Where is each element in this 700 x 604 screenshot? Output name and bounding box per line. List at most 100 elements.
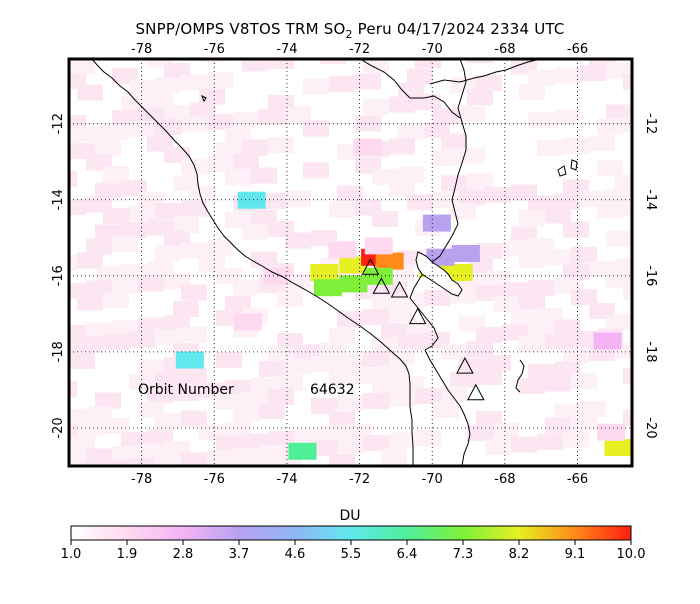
lat-tick-label-left: -18 bbox=[51, 341, 66, 362]
colorbar-tick-label: 7.3 bbox=[453, 547, 474, 562]
so2-pixel-background bbox=[155, 413, 181, 429]
so2-pixel-background bbox=[103, 418, 129, 434]
lat-tick-label-left: -14 bbox=[51, 189, 66, 210]
lon-tick-label-bottom: -68 bbox=[494, 472, 515, 487]
so2-pixel-background bbox=[563, 137, 589, 154]
so2-pixel bbox=[444, 264, 473, 282]
so2-pixel-background bbox=[415, 94, 441, 110]
so2-pixel-background bbox=[181, 452, 207, 466]
colorbar-tick-label: 2.8 bbox=[173, 547, 194, 562]
so2-pixel-background bbox=[363, 393, 389, 409]
lat-tick-label-right: -12 bbox=[643, 113, 658, 134]
so2-pixel-background bbox=[320, 59, 346, 64]
so2-pixel-background bbox=[519, 378, 545, 394]
colorbar-tick-label: 10.0 bbox=[617, 547, 646, 562]
so2-pixel-background bbox=[554, 109, 580, 126]
so2-pixel-background bbox=[597, 160, 623, 177]
border-chile-bolivia bbox=[424, 349, 471, 466]
so2-pixel-background bbox=[329, 454, 355, 466]
so2-pixel-background bbox=[173, 301, 199, 317]
so2-pixel-background bbox=[77, 420, 103, 437]
small-lake-2 bbox=[570, 159, 578, 171]
so2-pixel-background bbox=[433, 402, 459, 418]
so2-pixel-background bbox=[242, 223, 268, 240]
so2-pixel-background bbox=[233, 153, 259, 170]
volcano-triangle-icon bbox=[372, 277, 391, 294]
so2-pixel-background bbox=[355, 73, 381, 90]
so2-pixel-background bbox=[329, 370, 355, 386]
volcano-triangle-icon bbox=[408, 307, 427, 325]
so2-pixel-background bbox=[485, 439, 511, 455]
so2-pixel-background bbox=[259, 445, 285, 461]
so2-pixel-background bbox=[563, 221, 589, 238]
lon-tick-label-top: -76 bbox=[204, 42, 225, 57]
orbit-label: Orbit Number bbox=[138, 382, 234, 398]
colorbar-tick-label: 4.6 bbox=[285, 547, 306, 562]
so2-pixel-background bbox=[268, 389, 294, 405]
so2-pixel-background bbox=[69, 381, 77, 397]
so2-pixel bbox=[426, 248, 455, 266]
so2-pixel-background bbox=[251, 461, 277, 466]
so2-pixel-background bbox=[363, 59, 389, 73]
so2-pixel-background bbox=[545, 333, 571, 350]
volcano-triangle-icon bbox=[361, 258, 380, 275]
so2-pixel-background bbox=[69, 59, 95, 75]
so2-pixel-background bbox=[95, 140, 121, 157]
so2-pixel-background bbox=[398, 334, 424, 351]
colorbar-tick-label: 6.4 bbox=[397, 547, 418, 562]
so2-pixel-background bbox=[86, 238, 112, 255]
so2-pixel-background bbox=[95, 392, 121, 409]
so2-pixel-background bbox=[173, 385, 199, 401]
so2-pixel-background bbox=[493, 422, 519, 439]
so2-pixel-background bbox=[147, 387, 173, 404]
so2-pixel-background bbox=[311, 440, 337, 456]
lon-tick-label-top: -74 bbox=[276, 42, 297, 57]
coastline-layer bbox=[91, 59, 578, 466]
lat-tick-label-left: -16 bbox=[51, 265, 66, 286]
volcano-triangle-icon bbox=[390, 280, 409, 298]
so2-pixel-background bbox=[277, 459, 303, 466]
so2-pixel-background bbox=[173, 469, 199, 485]
orbit-number: 64632 bbox=[310, 382, 355, 398]
lat-tick-label-right: -18 bbox=[643, 341, 658, 362]
colorbar: DU 1.0 1.9 2.8 3.7 4.6 5.5 6.4 7.3 8.2 9.1 10.0 bbox=[61, 508, 646, 562]
so2-pixel-background bbox=[450, 371, 476, 388]
so2-pixel-background bbox=[398, 292, 424, 309]
so2-pixel-background bbox=[580, 23, 606, 39]
so2-pixel-background bbox=[129, 205, 155, 222]
so2-pixel-background bbox=[173, 217, 199, 233]
so2-pixel bbox=[175, 351, 204, 369]
so2-pixel bbox=[422, 214, 451, 232]
so2-pixel-background bbox=[69, 171, 77, 187]
so2-pixel-background bbox=[147, 59, 173, 68]
so2-pixel-background bbox=[95, 182, 121, 199]
so2-pixel-background bbox=[69, 423, 77, 439]
so2-pixel-background bbox=[69, 451, 86, 466]
so2-pixel-background bbox=[580, 65, 606, 81]
so2-pixel-background bbox=[415, 430, 441, 446]
so2-pixel-background bbox=[389, 348, 415, 365]
colorbar-tick-label: 3.7 bbox=[229, 547, 250, 562]
so2-pixel-background bbox=[155, 371, 181, 387]
so2-pixel-background bbox=[285, 358, 311, 375]
coastline-peru bbox=[91, 59, 414, 466]
so2-pixel bbox=[597, 423, 626, 441]
so2-pixel-layer bbox=[69, 23, 667, 485]
so2-pixel-background bbox=[285, 232, 311, 249]
lon-tick-label-bottom: -78 bbox=[131, 472, 152, 487]
so2-pixel-background bbox=[103, 292, 129, 308]
so2-pixel-background bbox=[181, 368, 207, 385]
so2-pixel-background bbox=[597, 202, 623, 219]
so2-pixel-background bbox=[381, 449, 407, 465]
small-lake-1 bbox=[557, 165, 567, 177]
so2-pixel-background bbox=[606, 314, 632, 331]
map-frame bbox=[67, 57, 634, 468]
lat-tick-label-right: -14 bbox=[643, 189, 658, 210]
so2-pixel-background bbox=[303, 162, 329, 179]
so2-pixel-background bbox=[459, 189, 485, 206]
so2-pixel bbox=[593, 332, 622, 350]
so2-pixel-background bbox=[641, 298, 667, 314]
so2-pixel-background bbox=[285, 190, 311, 207]
so2-pixel-background bbox=[242, 139, 268, 156]
